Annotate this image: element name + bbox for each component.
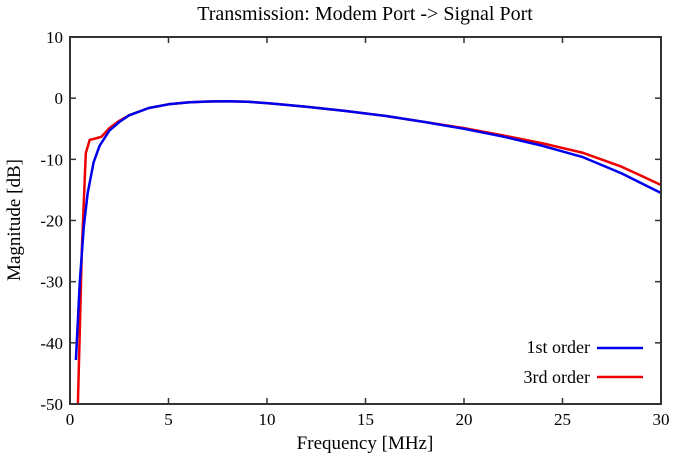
y-tick-label: -20 [40,212,63,231]
y-tick-label: 10 [46,28,63,47]
y-tick-label: -50 [40,395,63,414]
x-tick-label: 30 [653,410,670,429]
y-tick-label: -30 [40,273,63,292]
x-axis-label: Frequency [MHz] [297,433,434,454]
y-axis-label: Magnitude [dB] [4,159,25,281]
y-tick-label: -40 [40,334,63,353]
x-tick-label: 25 [554,410,571,429]
x-tick-label: 20 [456,410,473,429]
legend-label-3rd-order: 3rd order [524,367,590,387]
x-tick-label: 0 [66,410,75,429]
x-tick-label: 5 [164,410,173,429]
legend-label-1st-order: 1st order [527,337,590,357]
x-tick-label: 15 [357,410,374,429]
legend: 1st order 3rd order [524,337,643,387]
series-line-3rd-order [76,99,662,405]
tick-labels: 0 5 10 15 20 25 30 10 0 -10 -20 -30 -40 -50 [40,28,669,429]
x-tick-label: 10 [259,410,276,429]
axis-ticks [69,36,662,405]
chart-title: Transmission: Modem Port -> Signal Port [197,3,533,25]
y-tick-label: 0 [55,89,64,108]
plot-lines [74,99,662,405]
y-tick-label: -10 [40,150,63,169]
series-line-1st-order [74,99,662,361]
